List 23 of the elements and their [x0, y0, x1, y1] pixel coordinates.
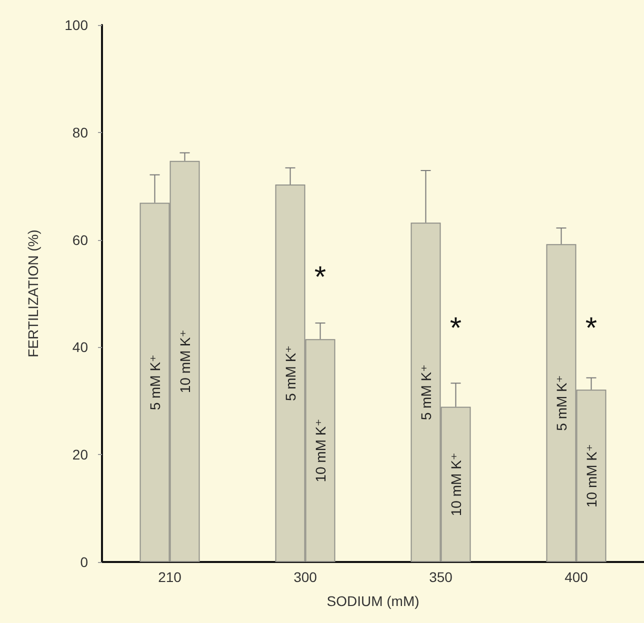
text: 10 mM K⁺: [312, 418, 328, 482]
series-label: 10 mM K⁺: [176, 330, 193, 394]
text: 5 mM K⁺: [282, 345, 298, 402]
x-tick-label: 210: [158, 569, 182, 585]
annotation: *: [450, 312, 462, 345]
annotation: *: [585, 312, 598, 345]
y-tick-label: 40: [72, 339, 88, 356]
y-tick-label: 20: [72, 446, 88, 463]
annotation: *: [314, 260, 326, 294]
text: 5 mM K⁺: [418, 364, 434, 420]
text: 10 mM K⁺: [583, 444, 600, 508]
x-tick-label: 350: [429, 569, 453, 585]
y-tick-label: 100: [64, 17, 88, 33]
series-label: 5 mM K⁺: [146, 354, 163, 410]
y-tick-label: 60: [72, 232, 88, 248]
y-tick-label: 80: [72, 124, 88, 140]
y-tick-label: 0: [80, 554, 88, 570]
x-tick-label: 400: [564, 569, 588, 585]
y-axis-title: FERTILIZATION (%): [25, 230, 41, 358]
x-tick-label: 300: [294, 569, 318, 585]
x-axis-title: SODIUM (mM): [326, 593, 420, 609]
text: 5 mM K⁺: [553, 375, 570, 431]
text: 10 mM K⁺: [448, 452, 464, 516]
